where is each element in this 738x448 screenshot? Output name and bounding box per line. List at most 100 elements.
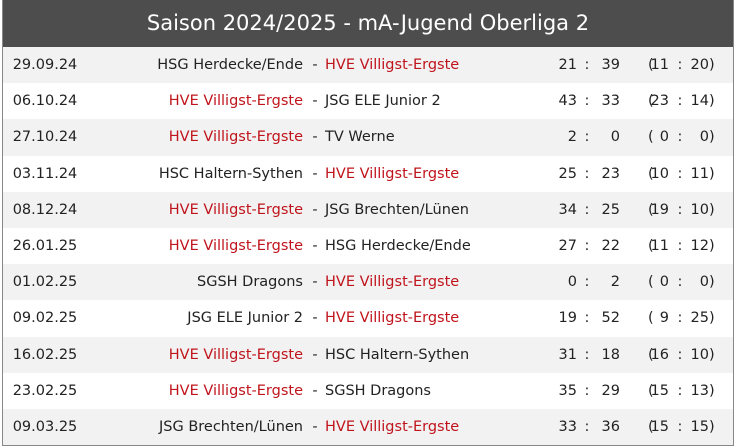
separator: - [312,274,318,291]
away-goals: 18 [601,346,620,363]
bracket: ( [648,57,654,73]
bracket: ( [648,274,654,291]
bracket: ) [709,165,715,182]
separator: : [677,57,683,73]
date: 08.12.24 [12,201,78,218]
match-row: 08.12.24 HVE Villigst-Ergste - JSG Brechten… [3,191,733,228]
separator: : [584,274,590,291]
away-team: JSG ELE Junior 2 [325,93,441,110]
away-halftime: 10 [690,201,709,218]
home-halftime: 23 [650,93,669,110]
home-goals: 0 [567,274,577,291]
home-halftime: 19 [650,201,669,218]
bracket: ) [709,274,715,291]
home-halftime: 15 [650,418,669,435]
separator: - [312,93,318,110]
away-halftime: 14 [690,93,709,110]
away-halftime: 0 [699,129,709,146]
away-team: HVE Villigst-Ergste [325,165,460,182]
date: 26.01.25 [12,237,78,254]
separator: - [312,237,318,254]
date: 29.09.24 [12,57,78,73]
home-goals: 27 [558,237,577,254]
date: 06.10.24 [12,93,78,110]
separator: : [677,237,683,254]
home-goals: 25 [558,165,577,182]
home-team: HVE Villigst-Ergste [168,346,303,363]
date: 03.11.24 [12,165,78,182]
separator: - [312,129,318,146]
away-team: HVE Villigst-Ergste [325,310,460,327]
bracket: ( [648,237,654,254]
home-team: HVE Villigst-Ergste [168,237,303,254]
separator: : [677,418,683,435]
away-halftime: 12 [690,237,709,254]
away-halftime: 11 [690,165,709,182]
match-row: 03.11.24 HSC Haltern-Sythen - HVE Villigst-… [3,156,733,192]
bracket: ) [709,57,715,73]
match-row: 09.02.25 JSG ELE Junior 2- HVE Villigst-Er… [3,300,733,336]
away-goals: 39 [601,57,620,73]
separator: : [677,274,683,291]
separator: : [677,93,683,110]
away-goals: 2 [610,274,620,291]
bracket: ( [648,129,654,146]
match-row: 06.10.24 HVE Villigst-Ergste - JSG ELE Juni… [3,83,733,119]
separator: : [584,129,590,146]
separator: : [677,382,683,399]
home-goals: 33 [558,418,577,435]
separator: : [677,165,683,182]
home-team: HSC Haltern-Sythen [158,165,303,182]
separator: : [584,57,590,73]
home-halftime: 10 [650,165,669,182]
away-halftime: 25 [690,310,709,327]
bracket: ) [709,201,715,218]
away-team: HVE Villigst-Ergste [325,274,460,291]
away-team: HSC Haltern-Sythen [325,346,470,363]
bracket: ( [648,418,654,435]
away-team: HVE Villigst-Ergste [325,418,460,435]
home-team: HVE Villigst-Ergste [168,129,303,146]
match-row: 26.01.25 HVE Villigst-Ergste - HSG Herdecke… [3,228,733,264]
date: 16.02.25 [12,346,78,363]
date: 23.02.25 [12,382,78,399]
separator: - [312,346,318,363]
home-team: HVE Villigst-Ergste [168,201,303,218]
home-halftime: 9 [659,310,669,327]
away-goals: 29 [601,382,620,399]
separator: : [677,201,683,218]
away-halftime: 0 [699,274,709,291]
home-goals: 43 [558,93,577,110]
away-team: HVE Villigst-Ergste [325,57,460,73]
bracket: ( [648,165,654,182]
match-row: 29.09.24 HSG Herdecke/Ende - HVE Villigst-E… [3,47,733,84]
home-halftime: 15 [650,382,669,399]
separator: : [677,129,683,146]
bracket: ) [709,418,715,435]
home-goals: 21 [558,57,577,73]
home-goals: 34 [558,201,577,218]
bracket: ) [709,346,715,363]
home-halftime: 16 [650,346,669,363]
away-team: SGSH Dragons [325,382,431,399]
away-goals: 23 [601,165,620,182]
away-goals: 25 [601,201,620,218]
home-team: HSG Herdecke/Ende [157,57,303,73]
home-team: JSG Brechten/Lünen [159,418,303,435]
separator: : [584,310,590,327]
home-halftime: 0 [659,274,669,291]
bracket: ) [709,93,715,110]
home-halftime: 11 [650,57,669,73]
home-team: SGSH Dragons [197,274,303,291]
home-team: JSG ELE Junior 2 [187,310,303,327]
rows: 29.09.24 HSG Herdecke/Ende - HVE Villigst-E… [3,47,733,446]
bracket: ) [709,237,715,254]
date: 09.03.25 [12,418,78,435]
away-team: JSG Brechten/Lünen [325,201,469,218]
separator: : [584,93,590,110]
separator: : [677,346,683,363]
separator: - [312,382,318,399]
bracket: ) [709,382,715,399]
title: Saison 2024/2025 - mA-Jugend Oberliga 2 [3,0,733,47]
